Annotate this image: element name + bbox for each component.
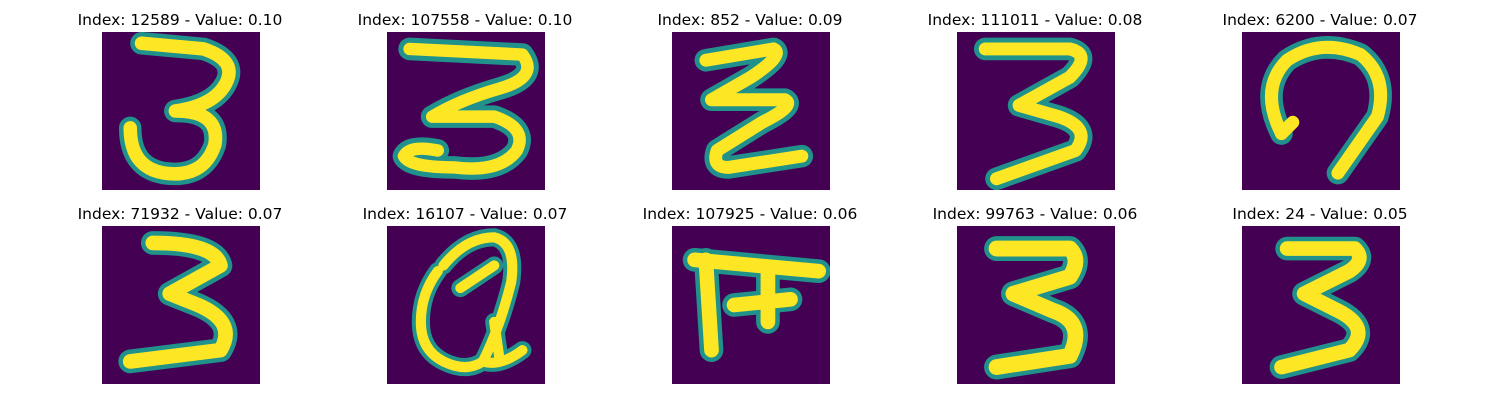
panel-title: Index: 107558 - Value: 0.10: [357, 11, 573, 29]
panel-title: Index: 107925 - Value: 0.06: [642, 205, 858, 223]
digit-image: [102, 226, 260, 384]
panel-title: Index: 12589 - Value: 0.10: [77, 11, 283, 29]
digit-image: [957, 32, 1115, 190]
digit-image: [1242, 32, 1400, 190]
digit-image: [672, 226, 830, 384]
digit-panel: Index: 12589 - Value: 0.10: [30, 0, 330, 190]
panel-title: Index: 99763 - Value: 0.06: [932, 205, 1138, 223]
digit-panel: Index: 71932 - Value: 0.07: [30, 194, 330, 384]
panel-title: Index: 71932 - Value: 0.07: [77, 205, 283, 223]
panel-title: Index: 24 - Value: 0.05: [1232, 205, 1408, 223]
digit-panel: Index: 99763 - Value: 0.06: [885, 194, 1185, 384]
digit-image: [1242, 226, 1400, 384]
panel-title: Index: 852 - Value: 0.09: [657, 11, 843, 29]
digit-panel: Index: 16107 - Value: 0.07: [315, 194, 615, 384]
digit-image: [387, 226, 545, 384]
digit-panel: Index: 24 - Value: 0.05: [1170, 194, 1470, 384]
panel-title: Index: 16107 - Value: 0.07: [362, 205, 568, 223]
panel-title: Index: 111011 - Value: 0.08: [927, 11, 1143, 29]
digit-image: [672, 32, 830, 190]
digit-panel: Index: 852 - Value: 0.09: [600, 0, 900, 190]
digit-image: [387, 32, 545, 190]
digit-panel: Index: 107558 - Value: 0.10: [315, 0, 615, 190]
digit-panel: Index: 107925 - Value: 0.06: [600, 194, 900, 384]
digit-panel: Index: 111011 - Value: 0.08: [885, 0, 1185, 190]
digit-panel: Index: 6200 - Value: 0.07: [1170, 0, 1470, 190]
digit-image: [102, 32, 260, 190]
panel-title: Index: 6200 - Value: 0.07: [1222, 11, 1418, 29]
digit-image: [957, 226, 1115, 384]
